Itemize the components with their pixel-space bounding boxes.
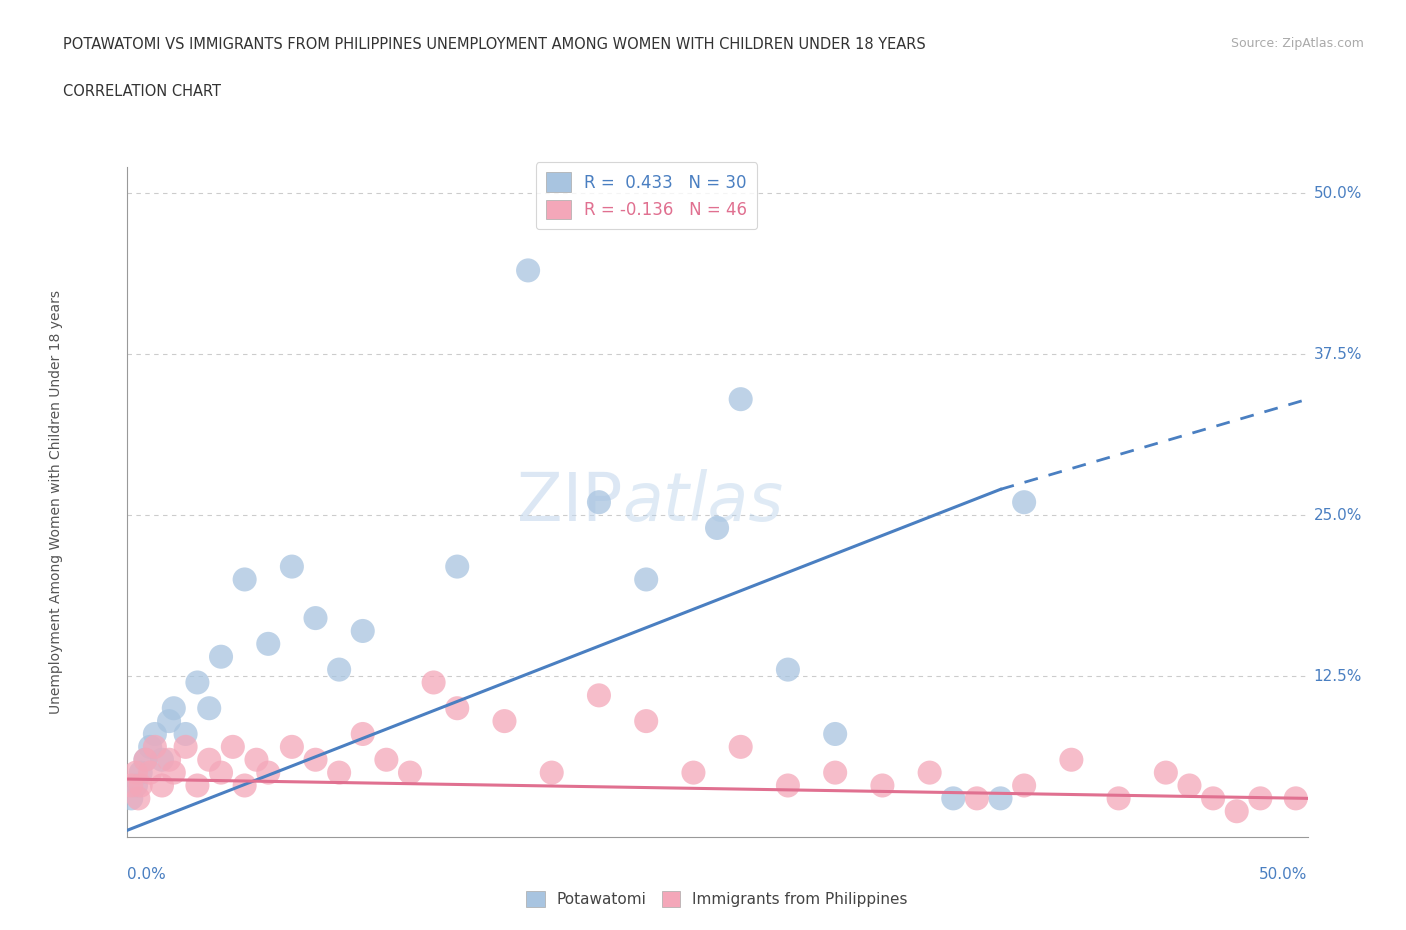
Point <box>134 752 156 767</box>
Point <box>824 726 846 741</box>
Point <box>163 765 186 780</box>
Point <box>446 559 468 574</box>
Point <box>125 778 148 793</box>
Point <box>375 752 398 767</box>
Point <box>186 778 208 793</box>
Point <box>1202 790 1225 805</box>
Point <box>776 662 799 677</box>
Point <box>143 726 166 741</box>
Point <box>730 392 752 406</box>
Text: 50.0%: 50.0% <box>1313 186 1362 201</box>
Point <box>198 752 221 767</box>
Point <box>209 649 232 664</box>
Point <box>139 739 162 754</box>
Point <box>918 765 941 780</box>
Point <box>150 752 173 767</box>
Text: 37.5%: 37.5% <box>1313 347 1362 362</box>
Point <box>1249 790 1271 805</box>
Point <box>174 726 197 741</box>
Point <box>257 636 280 651</box>
Point <box>540 765 562 780</box>
Point <box>352 623 374 638</box>
Point <box>706 521 728 536</box>
Point <box>682 765 704 780</box>
Point <box>824 765 846 780</box>
Point <box>1226 804 1249 818</box>
Point <box>222 739 245 754</box>
Point <box>233 572 256 587</box>
Point <box>636 572 658 587</box>
Point <box>730 739 752 754</box>
Point <box>127 790 149 805</box>
Text: Source: ZipAtlas.com: Source: ZipAtlas.com <box>1230 37 1364 50</box>
Legend: Potawatomi, Immigrants from Philippines: Potawatomi, Immigrants from Philippines <box>520 884 914 913</box>
Point <box>281 559 304 574</box>
Point <box>304 611 326 626</box>
Point <box>139 765 162 780</box>
Text: POTAWATOMI VS IMMIGRANTS FROM PHILIPPINES UNEMPLOYMENT AMONG WOMEN WITH CHILDREN: POTAWATOMI VS IMMIGRANTS FROM PHILIPPINE… <box>63 37 927 52</box>
Point <box>1012 778 1035 793</box>
Point <box>328 765 350 780</box>
Point <box>517 263 540 278</box>
Point <box>129 778 152 793</box>
Text: 12.5%: 12.5% <box>1313 669 1362 684</box>
Point <box>1178 778 1201 793</box>
Point <box>157 713 180 728</box>
Point <box>872 778 894 793</box>
Point <box>209 765 232 780</box>
Point <box>1285 790 1308 805</box>
Text: CORRELATION CHART: CORRELATION CHART <box>63 84 221 99</box>
Point <box>1060 752 1083 767</box>
Text: ZIP: ZIP <box>517 470 623 535</box>
Point <box>245 752 267 767</box>
Point <box>233 778 256 793</box>
Text: 25.0%: 25.0% <box>1313 508 1362 523</box>
Point <box>186 675 208 690</box>
Point <box>588 495 610 510</box>
Point <box>636 713 658 728</box>
Point <box>150 778 173 793</box>
Point <box>776 778 799 793</box>
Point <box>120 790 142 805</box>
Text: atlas: atlas <box>623 470 783 535</box>
Text: 0.0%: 0.0% <box>127 867 166 883</box>
Text: 50.0%: 50.0% <box>1260 867 1308 883</box>
Point <box>966 790 988 805</box>
Point <box>281 739 304 754</box>
Point <box>942 790 965 805</box>
Point <box>198 701 221 716</box>
Point <box>1154 765 1177 780</box>
Text: Unemployment Among Women with Children Under 18 years: Unemployment Among Women with Children U… <box>49 290 63 714</box>
Point <box>163 701 186 716</box>
Point <box>120 778 142 793</box>
Point <box>174 739 197 754</box>
Point <box>125 765 148 780</box>
Point <box>257 765 280 780</box>
Point <box>157 752 180 767</box>
Point <box>446 701 468 716</box>
Point <box>990 790 1012 805</box>
Point <box>143 739 166 754</box>
Point <box>399 765 422 780</box>
Point <box>1012 495 1035 510</box>
Point <box>328 662 350 677</box>
Point <box>422 675 444 690</box>
Point <box>129 765 152 780</box>
Point <box>134 752 156 767</box>
Point <box>588 688 610 703</box>
Point <box>304 752 326 767</box>
Point <box>1108 790 1130 805</box>
Point <box>352 726 374 741</box>
Point <box>494 713 516 728</box>
Legend: R =  0.433   N = 30, R = -0.136   N = 46: R = 0.433 N = 30, R = -0.136 N = 46 <box>536 163 756 229</box>
